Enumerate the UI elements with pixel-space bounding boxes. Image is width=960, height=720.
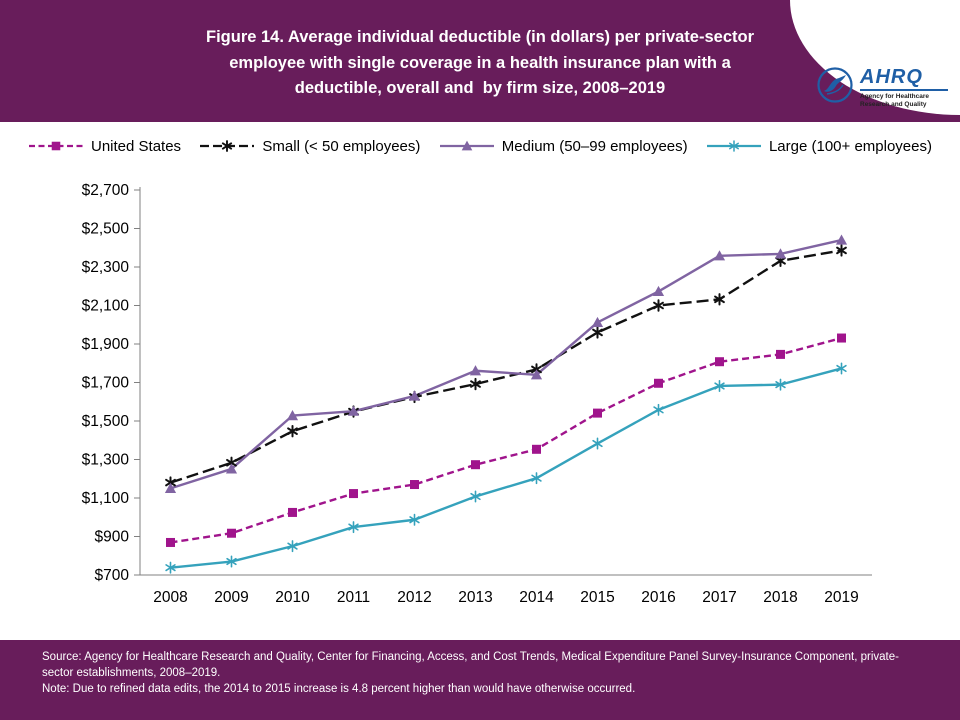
- svg-text:2010: 2010: [275, 589, 310, 606]
- svg-text:$2,700: $2,700: [82, 182, 130, 199]
- svg-text:$2,500: $2,500: [82, 221, 130, 238]
- figure-title-line-2: employee with single coverage in a healt…: [229, 53, 731, 72]
- legend-item-large: Large (100+ employees): [706, 138, 932, 155]
- svg-text:2018: 2018: [763, 589, 797, 606]
- legend-item-medium: Medium (50–99 employees): [439, 138, 688, 155]
- footer-notes: Source: Agency for Healthcare Research a…: [0, 640, 960, 720]
- chart-legend: United States Small (< 50 employees) Med…: [0, 122, 960, 170]
- data-note: Note: Due to refined data edits, the 201…: [42, 683, 636, 696]
- header-banner: Figure 14. Average individual deductible…: [0, 0, 960, 122]
- legend-swatch-small: [199, 138, 255, 154]
- svg-text:$1,100: $1,100: [82, 490, 130, 507]
- svg-text:$1,500: $1,500: [82, 413, 130, 430]
- figure-title-line-1: Figure 14. Average individual deductible…: [206, 28, 754, 46]
- chart-area: $700 $900 $1,100 $1,300 $1,500 $1,700 $1,900 $2…: [0, 170, 960, 640]
- svg-text:2019: 2019: [824, 589, 858, 606]
- source-note: Source: Agency for Healthcare Research a…: [42, 651, 899, 680]
- ahrq-logo: AHRQ Agency for Healthcare Research and …: [860, 67, 952, 109]
- svg-text:$1,300: $1,300: [82, 452, 130, 469]
- svg-text:$900: $900: [95, 529, 130, 546]
- svg-text:2011: 2011: [337, 589, 370, 606]
- legend-swatch-large: [706, 138, 762, 154]
- svg-text:2009: 2009: [214, 589, 248, 606]
- svg-text:$2,100: $2,100: [82, 298, 130, 315]
- figure-title: Figure 14. Average individual deductible…: [0, 0, 960, 102]
- legend-label-medium: Medium (50–99 employees): [501, 137, 688, 155]
- hhs-logo-icon: [816, 66, 854, 109]
- svg-text:2015: 2015: [580, 589, 614, 606]
- svg-text:2008: 2008: [153, 589, 187, 606]
- svg-text:$700: $700: [95, 567, 130, 584]
- legend-label-small: Small (< 50 employees): [262, 137, 421, 155]
- legend-label-large: Large (100+ employees): [768, 137, 932, 155]
- ahrq-logo-tagline: Agency for Healthcare Research and Quali…: [860, 92, 929, 108]
- svg-text:2013: 2013: [458, 589, 492, 606]
- svg-text:$1,900: $1,900: [82, 336, 130, 353]
- svg-text:2017: 2017: [702, 589, 736, 606]
- svg-text:$1,700: $1,700: [82, 375, 130, 392]
- svg-text:2012: 2012: [397, 589, 431, 606]
- ahrq-logo-rule: [860, 88, 948, 91]
- legend-swatch-medium: [439, 138, 495, 154]
- svg-text:2014: 2014: [519, 589, 554, 606]
- deductible-line-chart: $700 $900 $1,100 $1,300 $1,500 $1,700 $1,900 $2…: [82, 182, 872, 606]
- legend-item-small: Small (< 50 employees): [199, 138, 420, 155]
- svg-text:2016: 2016: [641, 589, 675, 606]
- svg-text:$2,300: $2,300: [82, 259, 130, 276]
- logo-panel: AHRQ Agency for Healthcare Research and …: [790, 0, 960, 115]
- legend-item-united-states: United States: [28, 138, 181, 155]
- legend-label-united-states: United States: [91, 137, 182, 155]
- legend-swatch-united-states: [28, 138, 84, 154]
- figure-title-line-3: deductible, overall and by firm size, 20…: [294, 79, 666, 98]
- ahrq-logo-text: AHRQ: [860, 65, 923, 88]
